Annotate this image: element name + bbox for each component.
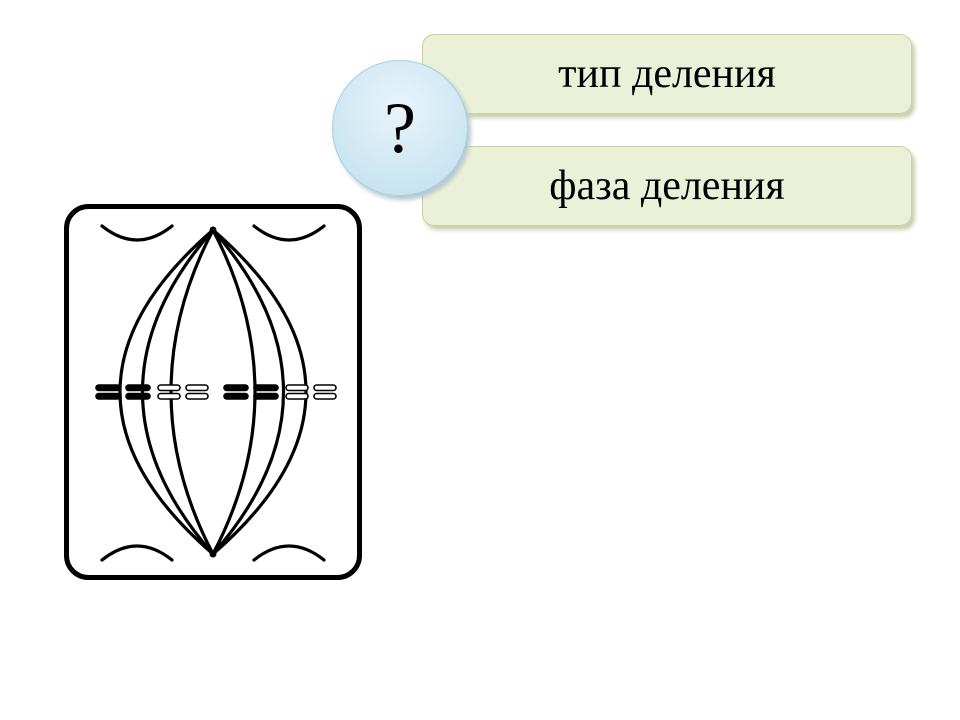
question-badge: ? bbox=[332, 60, 468, 196]
question-mark-text: ? bbox=[384, 87, 416, 170]
label-division-phase-text: фаза деления bbox=[549, 162, 784, 210]
label-division-type[interactable]: тип деления bbox=[422, 34, 912, 114]
label-division-phase[interactable]: фаза деления bbox=[422, 146, 912, 226]
slide-canvas: тип деления фаза деления ? bbox=[0, 0, 960, 720]
label-division-type-text: тип деления bbox=[558, 50, 776, 98]
cell-division-diagram bbox=[64, 204, 362, 580]
